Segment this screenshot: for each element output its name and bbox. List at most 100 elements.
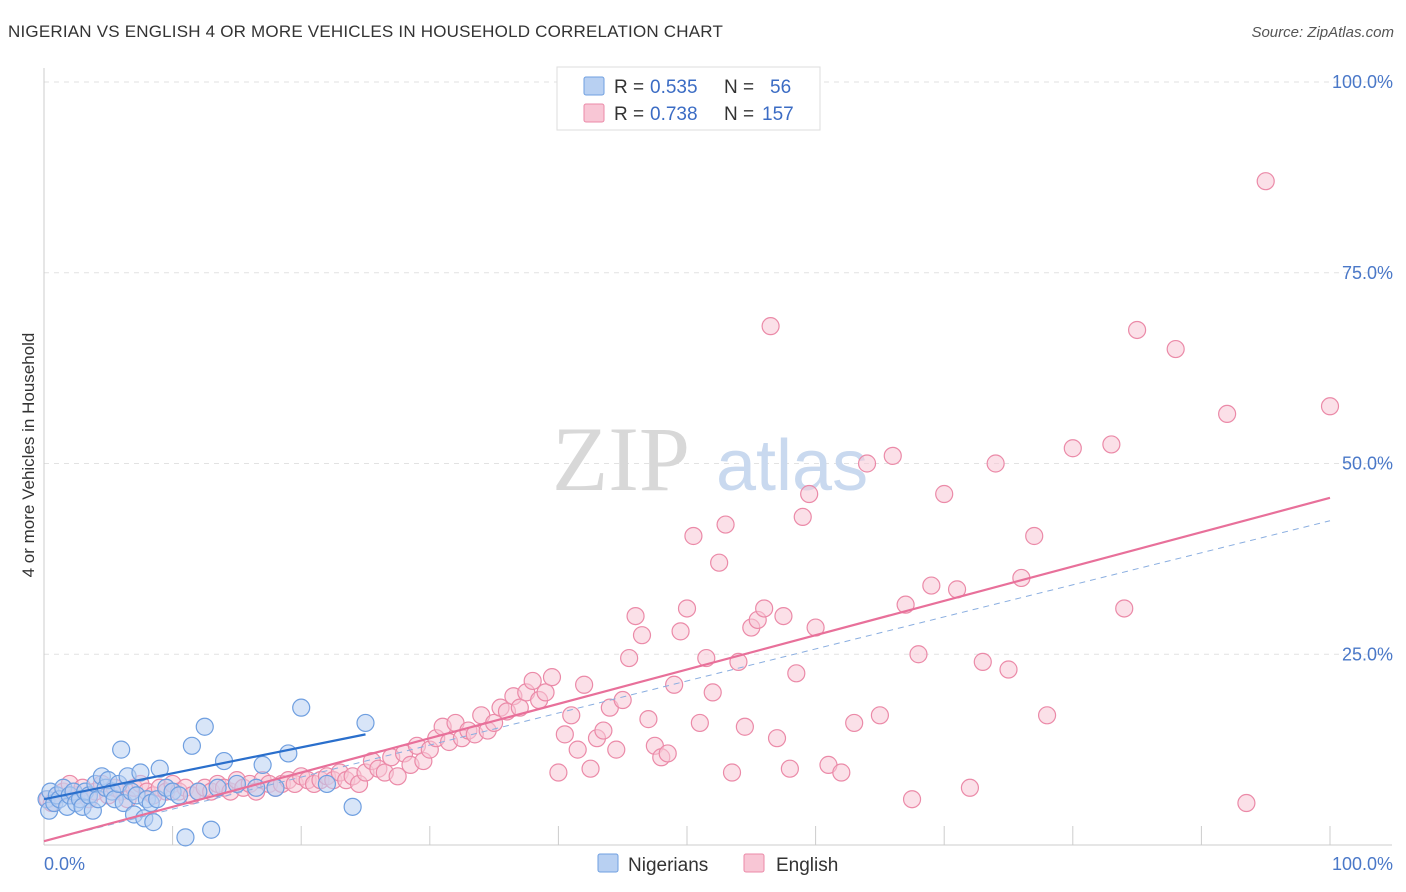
nigerians-point-52 [292, 698, 311, 717]
legend-swatch-nigerians [583, 76, 605, 96]
nigerians-point-49 [253, 755, 272, 774]
nigerians-point-43 [195, 717, 214, 736]
nigerians-point-24 [112, 740, 131, 759]
english-point-136 [999, 660, 1018, 679]
english-point-107 [722, 763, 742, 782]
english-point-80 [549, 763, 568, 782]
nigerians-point-36 [150, 759, 169, 778]
english-point-131 [935, 484, 954, 504]
nigerians-trend-line [43, 733, 366, 801]
english-point-79 [542, 668, 562, 687]
nigerians-point-44 [202, 820, 221, 839]
english-point-114 [767, 729, 787, 748]
x-tick-label-1: 100.0% [1332, 854, 1393, 874]
english-point-148 [1320, 397, 1340, 416]
english-point-109 [735, 717, 754, 736]
legend-r-value-1: 0.535 [650, 77, 698, 98]
watermark-zip: ZIP [552, 408, 690, 510]
english-point-83 [568, 740, 587, 759]
english-point-139 [1037, 706, 1057, 725]
english-point-90 [613, 690, 632, 710]
bottom-legend-swatch-english [743, 853, 765, 873]
english-point-115 [774, 606, 793, 626]
nigerians-point-39 [169, 786, 189, 805]
series-legend: Nigerians English [597, 853, 838, 876]
nigerians-point-30 [131, 763, 150, 782]
english-point-82 [562, 706, 581, 725]
y-tick-label-2: 75.0% [1342, 263, 1393, 283]
x-tick-label-0: 0.0% [44, 854, 85, 874]
english-point-141 [1102, 435, 1121, 454]
english-point-140 [1063, 439, 1082, 458]
bottom-legend-english: English [776, 855, 838, 876]
trend-lines [43, 496, 1331, 843]
english-point-94 [639, 710, 658, 729]
tick-labels: 25.0% 50.0% 75.0% 100.0% 0.0% 100.0% [44, 72, 1393, 874]
english-point-142 [1115, 599, 1134, 618]
english-point-117 [787, 664, 806, 683]
legend-n-label-1: N = [724, 77, 754, 98]
y-tick-label-1: 50.0% [1342, 454, 1393, 474]
legend-r-label-2: R = [614, 104, 644, 125]
english-point-145 [1218, 404, 1237, 424]
nigerians-point-41 [182, 736, 201, 755]
bottom-legend-swatch-nigerians [597, 853, 619, 873]
english-point-99 [671, 622, 690, 641]
english-point-93 [632, 626, 652, 645]
english-point-112 [755, 599, 774, 618]
english-point-118 [793, 507, 812, 527]
english-point-129 [909, 645, 928, 664]
english-point-125 [870, 706, 890, 725]
english-point-97 [658, 744, 677, 763]
source-label: Source: ZipAtlas.com [1251, 24, 1394, 41]
nigerians-point-55 [356, 713, 375, 733]
english-point-116 [780, 759, 799, 778]
english-point-89 [607, 740, 626, 759]
y-axis-label: 4 or more Vehicles in Household [19, 333, 38, 578]
english-point-55 [388, 767, 407, 786]
english-point-119 [800, 484, 819, 504]
legend-swatch-english [583, 103, 605, 123]
gridlines [44, 81, 1392, 655]
english-point-84 [575, 675, 594, 694]
english-point-133 [960, 778, 980, 797]
english-point-130 [922, 576, 941, 595]
english-point-102 [690, 713, 709, 733]
y-tick-label-0: 25.0% [1342, 644, 1393, 664]
legend-n-value-2: 157 [762, 104, 794, 125]
english-dashed-trend [43, 520, 1331, 842]
y-tick-label-3: 100.0% [1332, 72, 1393, 92]
axes [43, 68, 1392, 846]
english-point-128 [902, 790, 922, 809]
nigerians-point-45 [208, 778, 227, 797]
english-point-123 [845, 713, 864, 733]
english-point-87 [594, 721, 613, 740]
english-point-85 [581, 759, 600, 778]
legend-r-label-1: R = [614, 77, 644, 98]
english-point-135 [986, 454, 1005, 473]
english-point-113 [761, 317, 780, 336]
english-point-147 [1256, 172, 1275, 191]
nigerians-point-53 [317, 774, 337, 794]
english-point-100 [677, 599, 697, 618]
nigerians-point-34 [144, 813, 163, 832]
legend-r-value-2: 0.738 [650, 104, 698, 125]
nigerians-point-54 [343, 797, 362, 816]
english-point-146 [1237, 793, 1256, 813]
nigerian-points [37, 698, 375, 847]
english-points [38, 172, 1340, 813]
english-point-101 [684, 526, 703, 546]
english-point-105 [710, 553, 729, 572]
legend-n-label-2: N = [724, 104, 754, 125]
english-point-78 [536, 683, 555, 702]
legend-n-value-1: 56 [770, 77, 791, 98]
english-point-122 [832, 763, 851, 782]
english-point-138 [1025, 526, 1044, 546]
english-trend-line [43, 496, 1331, 843]
english-point-98 [665, 675, 684, 694]
chart-title: NIGERIAN VS ENGLISH 4 OR MORE VEHICLES I… [8, 22, 724, 41]
english-point-81 [555, 725, 574, 744]
watermark-atlas: atlas [716, 426, 868, 506]
english-point-92 [626, 606, 645, 626]
